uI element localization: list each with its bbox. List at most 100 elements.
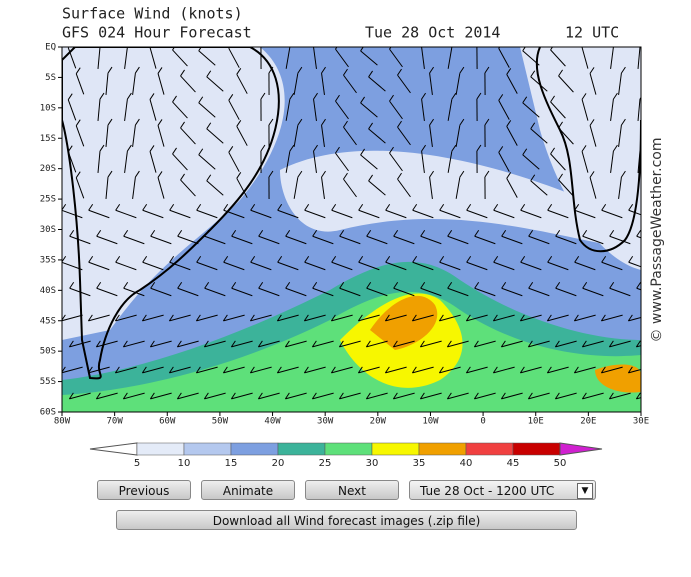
wind-barb [124, 99, 128, 121]
wind-barb-flag [519, 314, 525, 322]
wind-barb-flag [612, 144, 618, 152]
wind-barb [366, 287, 388, 297]
wind-barb-flag [231, 229, 237, 237]
wind-barb-flag [339, 229, 345, 237]
wind-barb [589, 125, 597, 147]
wind-barb-flag [446, 392, 452, 400]
wind-barb [528, 287, 550, 297]
wind-barb [385, 209, 407, 219]
wind-barb-flag [260, 92, 266, 100]
wind-barb [123, 392, 145, 400]
wind-barb [335, 48, 349, 68]
wind-barb [609, 392, 631, 400]
wind-barb-flag [249, 314, 255, 322]
wind-barb-flag [627, 366, 633, 374]
wind-barb [105, 177, 109, 199]
lat-label: 5S [45, 73, 56, 83]
wind-barb-flag [581, 93, 587, 100]
wind-barb [466, 209, 488, 219]
wind-barb-flag [67, 93, 73, 100]
wind-barb-flag [180, 173, 185, 181]
field-light-east [520, 47, 641, 270]
next-button[interactable]: Next [305, 480, 399, 500]
wind-barb [67, 99, 77, 121]
wind-barb [115, 209, 137, 219]
wind-barb-flag [289, 47, 291, 48]
wind-barb-flag [476, 92, 482, 100]
wind-barb-flag [589, 67, 595, 74]
wind-barb [501, 392, 523, 400]
wind-barb [204, 340, 226, 348]
wind-barb-flag [277, 203, 283, 211]
wind-barb-flag [321, 170, 326, 178]
wind-barb [601, 314, 623, 322]
wind-barb [250, 209, 272, 219]
legend-arrow-high [559, 442, 603, 456]
wind-barb-flag [223, 255, 229, 263]
download-button[interactable]: Download all Wind forecast images (.zip … [116, 510, 577, 530]
legend-label: 15 [225, 458, 238, 469]
wind-barb [447, 340, 469, 348]
wind-barb [285, 340, 307, 348]
wind-barb-flag [574, 255, 580, 263]
wind-barb [589, 177, 597, 199]
wind-barb [474, 235, 496, 245]
time: 12 UTC [565, 24, 619, 42]
wind-barb-flag [204, 281, 210, 289]
wind-barb [142, 314, 164, 322]
wind-barb-flag [429, 66, 435, 74]
animate-button[interactable]: Animate [201, 480, 295, 500]
wind-barb [637, 98, 641, 122]
title: Surface Wind (knots) [62, 5, 243, 23]
wind-barb [550, 101, 566, 119]
wind-barb-flag [335, 47, 338, 50]
wind-barb [206, 76, 224, 92]
wind-barb [312, 340, 334, 348]
wind-barb-flag [447, 229, 453, 237]
wind-barb [530, 180, 548, 196]
wind-barb [204, 287, 226, 297]
wind-barb [636, 235, 641, 239]
wind-barb-flag [141, 314, 147, 322]
wind-barb [609, 235, 631, 245]
wind-barb-flag [126, 144, 132, 152]
wind-barb-flag [222, 366, 228, 374]
wind-barb-flag [466, 255, 472, 263]
wind-barb [429, 125, 433, 147]
wind-barb [88, 209, 110, 219]
wind-barb-flag [285, 281, 291, 289]
wind-barb [321, 177, 325, 199]
select-arrow[interactable]: ▼ [577, 483, 593, 499]
wind-barb-flag [582, 281, 588, 289]
wind-barb [236, 126, 248, 146]
lat-label: 20S [40, 164, 56, 174]
wind-barb-flag [385, 203, 391, 211]
wind-barb [646, 73, 648, 95]
wind-barb [150, 287, 172, 297]
wind-barb-flag [648, 67, 652, 73]
wind-barb [105, 73, 109, 95]
date-select[interactable]: Tue 28 Oct - 1200 UTC ▼ [409, 480, 596, 500]
wind-barb [520, 261, 542, 271]
coast-south-america [62, 47, 280, 380]
wind-barb-flag [459, 118, 465, 126]
wind-barb [474, 392, 496, 400]
wind-barb [385, 314, 407, 322]
wind-barb [530, 76, 548, 92]
wind-barb [360, 50, 378, 66]
wind-barb [610, 99, 614, 121]
wind-barb-flag [203, 340, 209, 348]
wind-barb [88, 314, 110, 322]
wind-barb [123, 287, 145, 297]
lat-label: 25S [40, 195, 56, 205]
wind-barb-flag [601, 255, 607, 263]
previous-button[interactable]: Previous [97, 480, 191, 500]
wind-barb-flag [393, 281, 399, 289]
lon-label: 20E [580, 417, 596, 427]
wind-barb [412, 314, 434, 322]
wind-barb-flag [581, 392, 587, 400]
wind-barb [142, 209, 164, 219]
wind-barb [389, 100, 403, 120]
wind-barb [447, 47, 453, 69]
wind-barb-flag [411, 314, 417, 322]
